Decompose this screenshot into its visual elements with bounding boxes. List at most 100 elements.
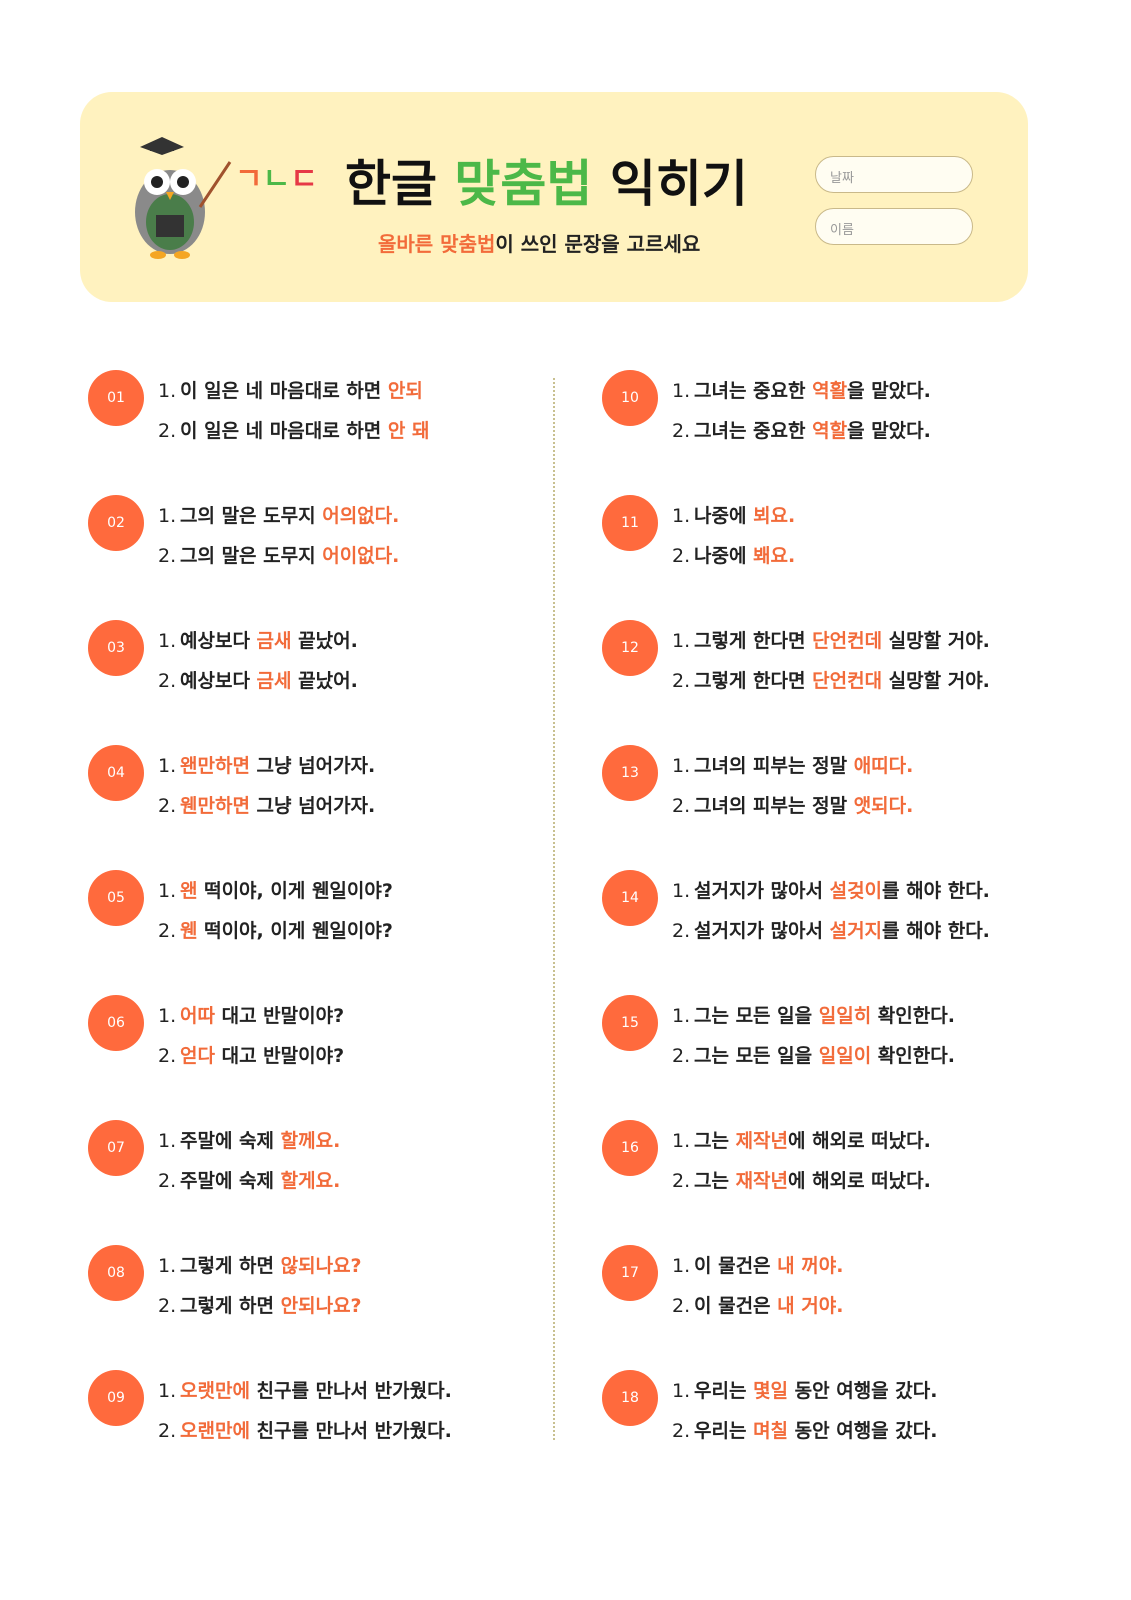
option: 2. 주말에 숙제 할게요. [158, 1166, 340, 1193]
option-text: 우리는 [694, 1420, 754, 1442]
header: ㄱㄴㄷ 한글 맞춤법 익히기 올바른 맞춤법이 쓰인 문장을 고르세요 날짜 이… [80, 92, 1028, 302]
option-text: 친구를 만나서 반가웠다. [249, 1380, 452, 1402]
option-label: 1. [672, 505, 691, 527]
option-text: 그녀의 피부는 정말 [694, 755, 854, 777]
option-label: 2. [158, 545, 177, 567]
subtitle-text: 이 쓰인 문장을 고르세요 [495, 232, 701, 256]
item-number: 16 [602, 1120, 658, 1176]
option-label: 1. [158, 1380, 177, 1402]
highlight-text: 일일히 [818, 1005, 872, 1027]
highlight-text: 내 꺼야. [777, 1255, 844, 1277]
title-text: 한글 [345, 155, 455, 213]
option: 1. 왠만하면 그냥 넘어가자. [158, 751, 375, 778]
option-label: 2. [158, 920, 177, 942]
option-text: 그렇게 한다면 [694, 670, 813, 692]
option-label: 1. [158, 630, 177, 652]
option-text: 예상보다 [180, 630, 257, 652]
item-number: 03 [88, 620, 144, 676]
name-field[interactable]: 이름 [815, 208, 973, 245]
option: 2. 얻다 대고 반말이야? [158, 1041, 344, 1068]
option-text: 그냥 넘어가자. [249, 755, 376, 777]
option-label: 1. [672, 1255, 691, 1277]
highlight-text: 오랫만에 [180, 1380, 250, 1402]
option-label: 1. [158, 1005, 177, 1027]
option: 2. 설거지가 많아서 설거지를 해야 한다. [672, 916, 990, 943]
date-field[interactable]: 날짜 [815, 156, 973, 193]
highlight-text: 웬만하면 [180, 795, 250, 817]
item-number: 17 [602, 1245, 658, 1301]
option-text: 그의 말은 도무지 [180, 545, 323, 567]
option: 2. 웬 떡이야, 이게 웬일이야? [158, 916, 393, 943]
option: 1. 그의 말은 도무지 어의없다. [158, 501, 399, 528]
option-text: 그는 모든 일을 [694, 1045, 819, 1067]
option-label: 2. [672, 420, 691, 442]
option: 1. 주말에 숙제 할께요. [158, 1126, 340, 1153]
option: 1. 그는 제작년에 해외로 떠났다. [672, 1126, 931, 1153]
option-label: 1. [672, 1380, 691, 1402]
option-text: 주말에 숙제 [180, 1170, 281, 1192]
option: 1. 그렇게 하면 않되나요? [158, 1251, 362, 1278]
option-text: 끝났어. [291, 670, 358, 692]
logo-letter: ㄱ [235, 162, 263, 197]
logo-letter: ㄴ [262, 162, 291, 197]
highlight-text: 웬 [180, 920, 198, 942]
logo-letter: ㄷ [290, 162, 318, 197]
highlight-text: 몇일 [753, 1380, 789, 1402]
option: 2. 나중에 봬요. [672, 541, 795, 568]
option: 1. 어따 대고 반말이야? [158, 1001, 344, 1028]
option-text: 그는 [694, 1170, 736, 1192]
option-text: 우리는 [694, 1380, 754, 1402]
option-text: 이 일은 네 마음대로 하면 [180, 380, 388, 402]
option-label: 1. [672, 755, 691, 777]
item-number: 15 [602, 995, 658, 1051]
highlight-text: 금새 [256, 630, 292, 652]
highlight-text: 내 거야. [777, 1295, 844, 1317]
option-text: 이 물건은 [694, 1295, 778, 1317]
highlight-text: 앳되다. [853, 795, 914, 817]
highlight-text: 설겆이 [829, 880, 883, 902]
item-number: 18 [602, 1370, 658, 1426]
option: 1. 나중에 뵈요. [672, 501, 795, 528]
option-label: 2. [672, 795, 691, 817]
item-number: 10 [602, 370, 658, 426]
option-text: 이 물건은 [694, 1255, 778, 1277]
option-label: 2. [672, 1295, 691, 1317]
option-label: 2. [672, 1420, 691, 1442]
option: 2. 우리는 며칠 동안 여행을 갔다. [672, 1416, 937, 1443]
option: 2. 그렇게 한다면 단언컨대 실망할 거야. [672, 666, 990, 693]
option-text: 을 맡았다. [847, 380, 931, 402]
subtitle-highlight: 올바른 맞춤법 [378, 232, 496, 256]
highlight-text: 어따 [180, 1005, 215, 1027]
option-text: 을 맡았다. [847, 420, 931, 442]
highlight-text: 할께요. [280, 1130, 341, 1152]
option-text: 그녀의 피부는 정말 [694, 795, 854, 817]
highlight-text: 오랜만에 [180, 1420, 250, 1442]
option: 1. 그렇게 한다면 단언컨데 실망할 거야. [672, 626, 990, 653]
highlight-text: 않되나요? [280, 1255, 362, 1277]
option-text: 나중에 [694, 505, 754, 527]
option-text: 동안 여행을 갔다. [788, 1420, 938, 1442]
item-number: 14 [602, 870, 658, 926]
option: 2. 그의 말은 도무지 어이없다. [158, 541, 399, 568]
item-number: 12 [602, 620, 658, 676]
highlight-text: 어이없다. [322, 545, 400, 567]
highlight-text: 봬요. [753, 545, 796, 567]
highlight-text: 안 돼 [387, 420, 430, 442]
item-number: 11 [602, 495, 658, 551]
highlight-text: 애띠다. [853, 755, 914, 777]
title-highlight: 맞춤법 [454, 155, 593, 213]
option: 1. 그녀는 중요한 역활을 맡았다. [672, 376, 931, 403]
highlight-text: 왠 [180, 880, 198, 902]
subtitle: 올바른 맞춤법이 쓰인 문장을 고르세요 [378, 228, 700, 257]
option-label: 2. [158, 1045, 177, 1067]
option-text: 예상보다 [180, 670, 257, 692]
item-number: 07 [88, 1120, 144, 1176]
title-text: 익히기 [592, 155, 748, 213]
logo: ㄱㄴㄷ [235, 154, 318, 198]
option-text: 친구를 만나서 반가웠다. [249, 1420, 452, 1442]
highlight-text: 재작년 [735, 1170, 789, 1192]
option-text: 그녀는 중요한 [694, 380, 813, 402]
option-text: 그는 [694, 1130, 736, 1152]
option-text: 에 해외로 떠났다. [788, 1170, 931, 1192]
option: 2. 그렇게 하면 안되나요? [158, 1291, 362, 1318]
